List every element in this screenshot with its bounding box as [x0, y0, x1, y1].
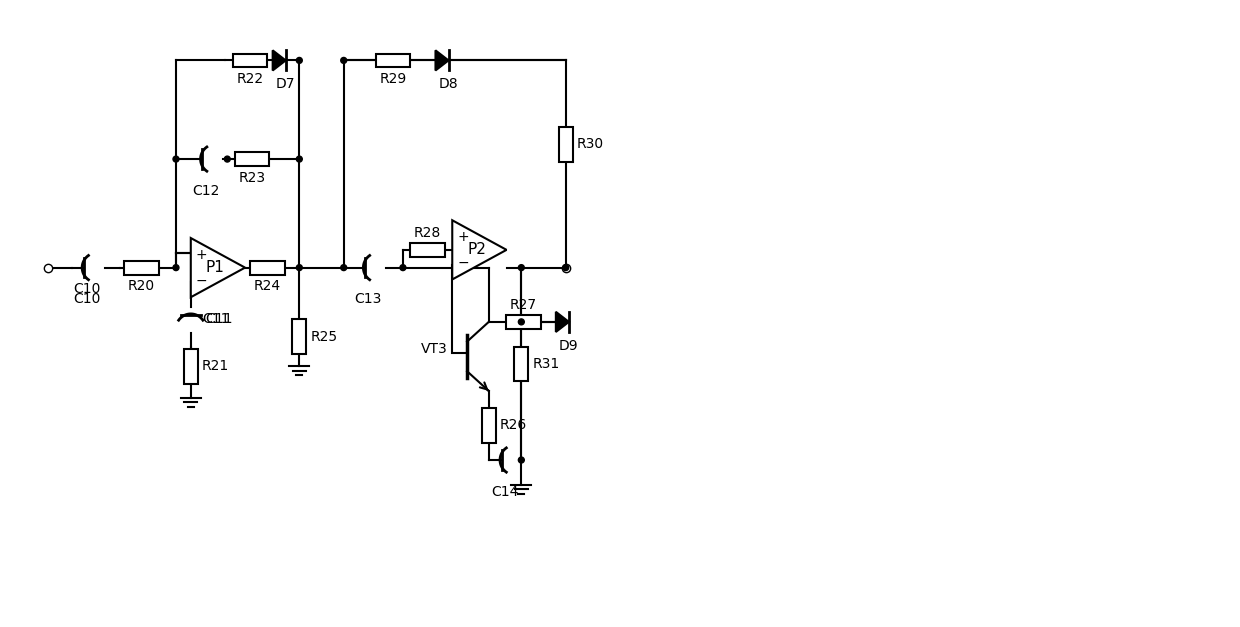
Circle shape — [341, 58, 347, 63]
Text: C14: C14 — [491, 485, 518, 498]
Polygon shape — [556, 312, 569, 332]
Bar — [559, 127, 573, 162]
Bar — [376, 53, 410, 67]
Text: D8: D8 — [439, 77, 458, 91]
Text: C11: C11 — [206, 312, 233, 326]
Text: C13: C13 — [355, 292, 382, 306]
Circle shape — [296, 265, 303, 271]
Circle shape — [401, 265, 405, 271]
Bar — [233, 53, 268, 67]
Text: P2: P2 — [467, 243, 486, 257]
Bar — [482, 408, 496, 443]
Text: +: + — [458, 230, 469, 244]
Circle shape — [224, 156, 231, 162]
Circle shape — [296, 58, 303, 63]
Text: C10: C10 — [73, 282, 100, 297]
Circle shape — [341, 265, 347, 271]
Bar — [293, 319, 306, 354]
Text: R21: R21 — [202, 359, 229, 373]
Bar — [124, 261, 159, 275]
Bar — [184, 349, 197, 384]
Text: +: + — [196, 248, 207, 262]
Text: R23: R23 — [238, 171, 265, 185]
Polygon shape — [435, 50, 449, 70]
Text: R24: R24 — [254, 280, 280, 293]
Text: −: − — [458, 256, 469, 270]
Circle shape — [518, 457, 525, 463]
Text: R20: R20 — [128, 280, 155, 293]
Text: R26: R26 — [500, 418, 527, 433]
Text: −: − — [196, 273, 207, 287]
Text: VT3: VT3 — [420, 342, 448, 356]
Circle shape — [296, 156, 303, 162]
Text: D9: D9 — [559, 339, 579, 352]
Text: R28: R28 — [414, 226, 441, 240]
Polygon shape — [273, 50, 285, 70]
Text: R27: R27 — [510, 298, 537, 312]
Circle shape — [518, 265, 525, 271]
Circle shape — [174, 265, 179, 271]
Text: R22: R22 — [237, 72, 264, 87]
Text: P1: P1 — [206, 260, 224, 275]
Text: D7: D7 — [275, 77, 295, 91]
Text: R30: R30 — [577, 137, 604, 151]
Text: R31: R31 — [532, 357, 559, 371]
Text: C11: C11 — [202, 312, 231, 326]
Text: R25: R25 — [310, 330, 337, 344]
Polygon shape — [191, 238, 246, 297]
Bar — [515, 347, 528, 381]
Text: C10: C10 — [73, 292, 100, 306]
Polygon shape — [453, 220, 506, 280]
Circle shape — [563, 265, 569, 271]
Bar — [506, 315, 541, 329]
Bar — [234, 152, 269, 166]
Circle shape — [174, 156, 179, 162]
Text: R29: R29 — [379, 72, 407, 87]
Text: C12: C12 — [192, 184, 219, 198]
Circle shape — [518, 319, 525, 325]
Bar — [250, 261, 284, 275]
Bar — [410, 243, 445, 257]
